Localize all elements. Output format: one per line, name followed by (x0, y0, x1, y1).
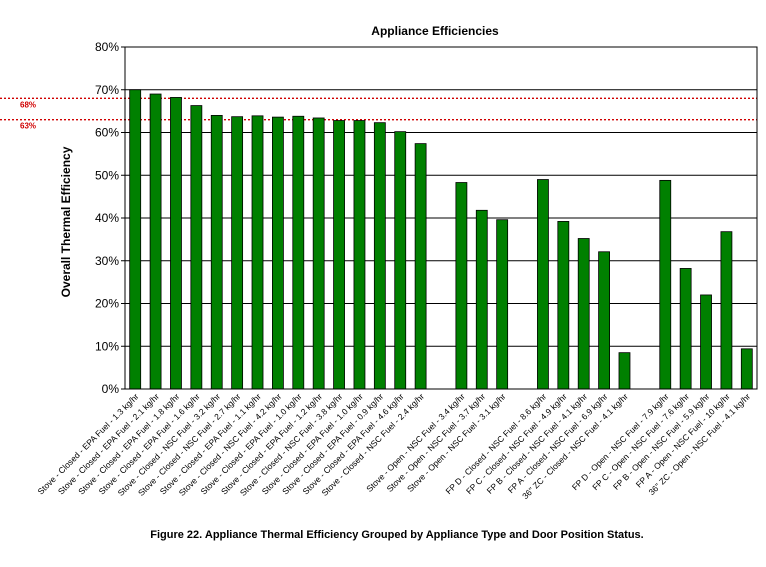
bar (251, 115, 264, 390)
plot-frame (124, 46, 758, 390)
y-tick-label: 60% (95, 126, 119, 140)
y-tick-label: 50% (95, 168, 119, 182)
y-tick-label: 20% (95, 297, 119, 311)
bar (190, 105, 203, 390)
bar (598, 251, 610, 390)
bar (537, 179, 549, 390)
y-tick-label: 80% (95, 40, 119, 54)
bar (333, 120, 345, 390)
x-axis-labels: Stove - Closed - EPA Fuel - 1.3 kg/hrSto… (35, 391, 752, 501)
bar (170, 97, 182, 390)
y-axis-ticks: 0% 10% 20% 30% 40% 50% 60% 70% 80% (95, 40, 125, 396)
reference-label: 68% (20, 100, 36, 109)
bar (312, 117, 325, 390)
y-tick-label: 70% (95, 83, 119, 97)
bar (577, 238, 590, 390)
bar (414, 143, 427, 390)
bar (231, 116, 244, 390)
y-tick-label: 30% (95, 254, 119, 268)
reference-lines: 68% 63% (0, 97, 757, 131)
bar (659, 179, 672, 390)
bar (149, 93, 162, 390)
bar (292, 115, 305, 390)
y-tick-label: 0% (102, 382, 120, 396)
figure-caption: Figure 22. Appliance Thermal Efficiency … (150, 529, 643, 541)
bar (455, 182, 468, 390)
bar (557, 221, 570, 390)
bar (272, 116, 284, 390)
bar (394, 131, 407, 390)
bar (618, 352, 631, 390)
y-axis-title: Overall Thermal Efficiency (59, 146, 73, 297)
bar (353, 120, 366, 390)
bar (373, 122, 386, 390)
bars (129, 89, 753, 390)
bar (700, 294, 712, 390)
bar (496, 219, 509, 390)
y-tick-label: 10% (95, 339, 119, 353)
bar (740, 348, 753, 390)
bar (679, 268, 692, 390)
x-tick-label: Stove - Open - NSC Fuel - 3.7 kg/hr (385, 391, 488, 494)
bar (210, 115, 223, 390)
chart-title: Appliance Efficiencies (371, 24, 499, 38)
bar (720, 231, 733, 390)
bar (129, 89, 142, 390)
y-tick-label: 40% (95, 211, 119, 225)
bar (475, 209, 488, 390)
reference-label: 63% (20, 122, 36, 131)
